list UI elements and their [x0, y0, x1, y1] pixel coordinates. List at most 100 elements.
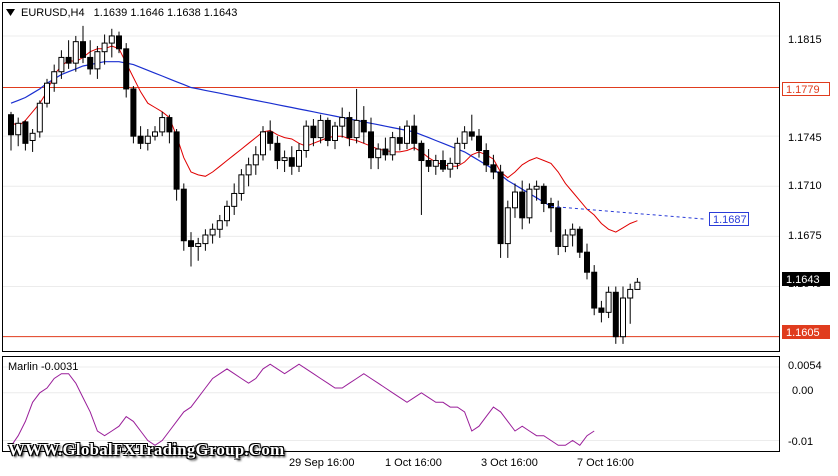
candle-body [267, 131, 274, 144]
candle-body [130, 88, 137, 137]
candle-body [440, 160, 446, 170]
candle-body [634, 281, 641, 290]
ohlc-label: 1.1639 1.1646 1.1638 1.1643 [93, 7, 238, 19]
candle-body [166, 117, 173, 133]
candle-body [447, 162, 454, 170]
price-axis-label: 1.1745 [788, 132, 822, 144]
price-chart[interactable] [3, 3, 779, 351]
candle-body [58, 56, 65, 73]
candle-body [612, 291, 619, 338]
candle-body [548, 202, 554, 209]
price-axis-label: 1.1710 [788, 180, 822, 192]
candle-body [389, 137, 396, 156]
candle-body [310, 125, 317, 139]
time-axis[interactable]: 29 Sep 16:00 1 Oct 16:00 3 Oct 16:00 7 O… [0, 452, 780, 476]
candle-body [425, 160, 432, 167]
candle-body [476, 135, 482, 152]
candle-body [159, 117, 166, 133]
candle-body [44, 82, 50, 104]
candle-body [346, 117, 353, 139]
candle-body [360, 119, 367, 133]
symbol-label: EURUSD,H4 [21, 7, 85, 19]
candle-body [144, 135, 151, 144]
candle-body [418, 142, 425, 162]
candle-body [569, 228, 576, 236]
candle-body [209, 228, 216, 236]
osc-axis-label: -0.01 [788, 436, 814, 448]
candle-body [202, 234, 209, 245]
candle-body [490, 164, 497, 173]
support-price-tag: 1.1605 [782, 325, 830, 339]
candle-body [411, 125, 418, 144]
current-price-tag: 1.1643 [782, 272, 830, 286]
time-axis-label: 29 Sep 16:00 [289, 457, 355, 469]
candle-body [332, 125, 338, 141]
candle-body [382, 148, 389, 156]
candle-body [224, 205, 230, 222]
oscillator-chart[interactable] [3, 357, 779, 451]
candle-body [231, 192, 238, 207]
candle-body [80, 41, 86, 58]
candle-body [504, 207, 511, 245]
price-axis[interactable]: 1.1815 1.1745 1.1710 1.1675 1.1640 1.177… [780, 0, 838, 352]
slow-moving-average-line [10, 61, 552, 207]
candle-body [101, 42, 108, 53]
time-axis-label: 1 Oct 16:00 [385, 457, 442, 469]
price-axis-label: 1.1675 [788, 230, 822, 242]
candle-body [396, 137, 403, 144]
candle-body [576, 228, 583, 253]
watermark-logo: WWW.GlobalFXTradingGroup.Com [8, 440, 285, 459]
osc-axis-label: 0.0054 [788, 360, 822, 372]
price-pane[interactable]: EURUSD,H4 1.1639 1.1646 1.1638 1.1643 1.… [2, 2, 780, 352]
candle-body [526, 188, 533, 219]
candle-body [454, 142, 461, 164]
candle-body [368, 131, 374, 159]
fast-moving-average-line [10, 45, 638, 233]
triangle-down-icon[interactable] [6, 9, 16, 17]
candle-body [519, 191, 526, 219]
candle-body [15, 122, 22, 136]
candle-body [620, 297, 626, 338]
candle-body [72, 41, 79, 64]
candle-body [353, 119, 360, 139]
candle-body [555, 207, 562, 247]
candle-body [195, 243, 202, 247]
candle-body [188, 240, 194, 247]
candle-body [288, 157, 295, 167]
indicator-label: Marlin -0.0031 [8, 361, 79, 373]
resistance-price-tag: 1.1779 [782, 82, 830, 96]
candle-body [584, 251, 590, 273]
candle-body [137, 135, 144, 144]
candle-body [468, 131, 475, 137]
candle-body [260, 131, 266, 156]
forecast-price-tag: 1.1687 [709, 212, 749, 227]
candle-body [404, 125, 410, 144]
candle-body [116, 35, 122, 50]
candle-body [591, 271, 598, 309]
oscillator-pane[interactable]: Marlin -0.0031 [2, 356, 780, 452]
candle-body [296, 150, 302, 167]
candle-body [324, 119, 331, 141]
price-axis-label: 1.1815 [788, 34, 822, 46]
candle-body [123, 48, 130, 90]
candle-body [216, 220, 223, 230]
candle-body [281, 157, 288, 162]
candle-body [108, 35, 115, 44]
oscillator-axis[interactable]: 0.0054 0.00 -0.01 [780, 356, 838, 452]
candle-body [432, 160, 439, 167]
candle-body [173, 131, 180, 190]
osc-axis-label: 0.00 [792, 385, 814, 397]
candle-body [274, 142, 281, 162]
candle-body [598, 307, 605, 313]
candle-body [65, 56, 72, 64]
candle-body [36, 102, 43, 133]
candle-body [627, 288, 634, 299]
forecast-dashed-line [550, 205, 707, 220]
candle-body [87, 56, 94, 70]
candle-body [562, 234, 569, 247]
candle-body [497, 171, 504, 245]
candle-body [29, 132, 36, 141]
candle-body [317, 119, 324, 139]
candle-body [8, 114, 14, 136]
